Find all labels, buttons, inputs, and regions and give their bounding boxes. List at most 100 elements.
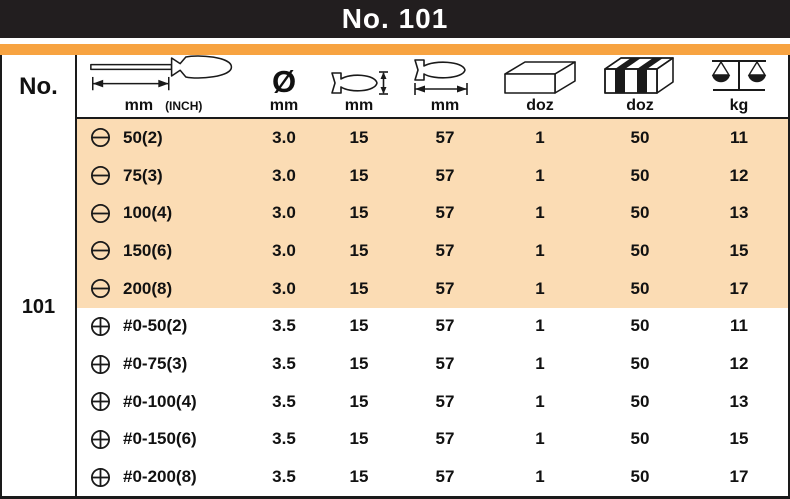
no-column-header: No. xyxy=(19,73,58,100)
slotted-tip-icon xyxy=(90,240,111,261)
table-row: 50(2) 3.0 15 57 1 50 11 xyxy=(77,119,788,157)
blade-diameter-value: 3.0 xyxy=(272,240,296,260)
handle-diameter-icon xyxy=(329,69,389,97)
size-value: 150(6) xyxy=(123,240,173,260)
handle-length-value: 57 xyxy=(435,316,455,336)
size-value: #0-100(4) xyxy=(123,391,197,411)
handle-length-icon xyxy=(411,57,479,97)
size-value: #0-200(8) xyxy=(123,467,197,487)
column-header-handle-diameter: mm xyxy=(318,55,400,117)
inner-box-qty-value: 1 xyxy=(535,429,545,449)
accent-stripe xyxy=(0,44,790,55)
inner-box-qty-value: 1 xyxy=(535,316,545,336)
table-row: #0-150(6) 3.5 15 57 1 50 15 xyxy=(77,420,788,459)
inner-box-icon xyxy=(501,57,579,97)
weight-value: 11 xyxy=(730,127,748,147)
size-cell: 200(8) xyxy=(77,278,250,299)
handle-length-value: 57 xyxy=(435,429,455,449)
table-header-row: mm (INCH) Ø mm xyxy=(77,55,788,119)
no-column: No. 101 xyxy=(2,55,77,496)
handle-length-value: 57 xyxy=(435,127,455,147)
column-header-weight: kg xyxy=(690,55,788,117)
bottom-border-bar xyxy=(0,496,790,499)
inner-box-qty-value: 1 xyxy=(535,391,545,411)
phillips-tip-icon xyxy=(90,316,111,337)
weight-value: 11 xyxy=(730,316,748,336)
carton-qty-value: 50 xyxy=(630,467,650,487)
handle-length-value: 57 xyxy=(435,165,455,185)
size-value: 100(4) xyxy=(123,203,173,223)
handle-diameter-value: 15 xyxy=(349,278,369,298)
inner-box-qty-value: 1 xyxy=(535,127,545,147)
handle-diameter-value: 15 xyxy=(349,316,369,336)
carton-qty-value: 50 xyxy=(630,429,650,449)
size-cell: 75(3) xyxy=(77,165,250,186)
inner-box-qty-value: 1 xyxy=(535,240,545,260)
slotted-tip-icon xyxy=(90,278,111,299)
carton-qty-value: 50 xyxy=(630,278,650,298)
carton-qty-value: 50 xyxy=(630,391,650,411)
handle-diameter-value: 15 xyxy=(349,467,369,487)
blade-diameter-value: 3.5 xyxy=(272,354,296,374)
column-header-blade-length: mm (INCH) xyxy=(77,55,250,117)
blade-diameter-unit: mm xyxy=(269,97,299,114)
inner-box-qty-value: 1 xyxy=(535,165,545,185)
size-cell: #0-150(6) xyxy=(77,429,250,450)
size-value: 200(8) xyxy=(123,278,173,298)
weight-value: 15 xyxy=(729,240,749,260)
table-row: 100(4) 3.0 15 57 1 50 13 xyxy=(77,194,788,233)
phillips-tip-icon xyxy=(90,429,111,450)
table-row: #0-75(3) 3.5 15 57 1 50 12 xyxy=(77,345,788,383)
page-title: No. 101 xyxy=(0,0,790,38)
size-value: #0-50(2) xyxy=(123,316,188,336)
phillips-tip-icon xyxy=(90,391,111,412)
blade-diameter-value: 3.5 xyxy=(272,316,296,336)
weight-scale-icon xyxy=(706,57,772,97)
handle-length-value: 57 xyxy=(435,203,455,223)
size-cell: #0-50(2) xyxy=(77,316,250,337)
column-header-carton: doz xyxy=(590,55,690,117)
size-cell: 100(4) xyxy=(77,203,250,224)
handle-length-value: 57 xyxy=(435,391,455,411)
handle-length-value: 57 xyxy=(435,467,455,487)
size-cell: #0-200(8) xyxy=(77,467,250,488)
phillips-tip-icon xyxy=(90,354,111,375)
handle-diameter-value: 15 xyxy=(349,429,369,449)
handle-length-value: 57 xyxy=(435,278,455,298)
weight-value: 12 xyxy=(729,165,749,185)
inner-box-qty-value: 1 xyxy=(535,354,545,374)
column-header-inner-box: doz xyxy=(490,55,590,117)
table-row: #0-100(4) 3.5 15 57 1 50 13 xyxy=(77,382,788,421)
model-number: 101 xyxy=(21,296,56,318)
blade-diameter-value: 3.0 xyxy=(272,278,296,298)
weight-value: 17 xyxy=(729,467,749,487)
table-row: 200(8) 3.0 15 57 1 50 17 xyxy=(77,269,788,308)
size-value: #0-150(6) xyxy=(123,429,197,449)
size-cell: 150(6) xyxy=(77,240,250,261)
blade-diameter-value: 3.0 xyxy=(272,203,296,223)
spec-table: No. 101 xyxy=(0,55,790,497)
blade-diameter-value: 3.5 xyxy=(272,391,296,411)
handle-diameter-value: 15 xyxy=(349,127,369,147)
carton-qty-value: 50 xyxy=(630,316,650,336)
slotted-tip-icon xyxy=(90,127,111,148)
size-cell: 50(2) xyxy=(77,127,250,148)
blade-diameter-value: 3.0 xyxy=(272,165,296,185)
carton-unit: doz xyxy=(626,97,654,114)
handle-diameter-value: 15 xyxy=(349,165,369,185)
carton-qty-value: 50 xyxy=(630,354,650,374)
size-value: #0-75(3) xyxy=(123,354,188,374)
table-row: 75(3) 3.0 15 57 1 50 12 xyxy=(77,156,788,195)
handle-length-value: 57 xyxy=(435,354,455,374)
carton-qty-value: 50 xyxy=(630,165,650,185)
column-header-blade-diameter: Ø mm xyxy=(250,55,318,117)
handle-diameter-unit: mm xyxy=(344,97,374,114)
size-value: 75(3) xyxy=(123,165,163,185)
weight-value: 17 xyxy=(729,278,749,298)
carton-qty-value: 50 xyxy=(630,127,650,147)
handle-length-value: 57 xyxy=(435,240,455,260)
carton-icon xyxy=(600,55,680,97)
inner-box-qty-value: 1 xyxy=(535,203,545,223)
blade-length-inch-label: (INCH) xyxy=(165,99,203,113)
